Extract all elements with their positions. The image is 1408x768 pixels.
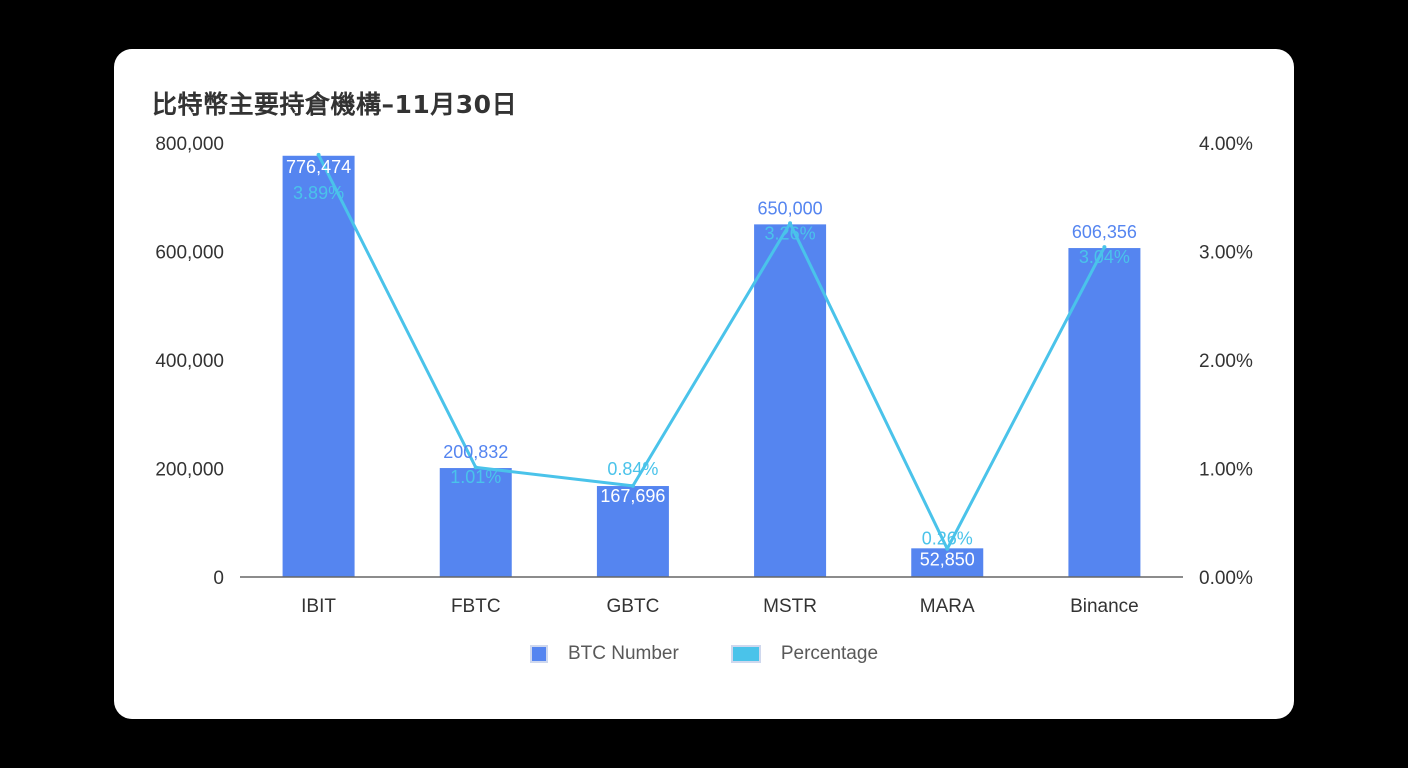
line-point xyxy=(473,465,478,470)
line-series-percentage xyxy=(317,154,1106,551)
y-right-tick-label: 2.00% xyxy=(1199,351,1253,372)
y-left-tick-label: 0 xyxy=(213,568,224,589)
bar-value-label: 650,000 xyxy=(758,198,823,218)
x-tick-label: GBTC xyxy=(607,596,660,617)
bar-value-label: 776,474 xyxy=(286,157,351,177)
line-value-label: 3.04% xyxy=(1079,247,1130,267)
bar-mstr xyxy=(754,224,827,577)
y-left-tick-label: 400,000 xyxy=(155,351,224,372)
line-value-label: 1.01% xyxy=(450,467,501,487)
x-tick-label: MARA xyxy=(920,596,975,617)
bar-mara xyxy=(911,548,984,577)
y-left-tick-label: 600,000 xyxy=(155,243,224,264)
y-right-tick-label: 0.00% xyxy=(1199,568,1253,589)
line-value-label: 3.89% xyxy=(293,183,344,203)
x-tick-label: IBIT xyxy=(301,596,336,617)
chart-legend: BTC Number Percentage xyxy=(114,643,1294,665)
line-point xyxy=(1102,245,1107,250)
chart-title: 比特幣主要持倉機構–11月30日 xyxy=(152,90,518,119)
bar-value-label: 200,832 xyxy=(443,442,508,462)
line-value-label: 0.84% xyxy=(607,459,658,479)
line-point xyxy=(630,483,635,488)
y-right-tick-label: 3.00% xyxy=(1199,243,1253,264)
legend-swatch-line xyxy=(730,645,761,663)
bar-fbtc xyxy=(439,468,512,577)
legend-item-line-series[interactable]: Percentage xyxy=(730,643,879,665)
y-left-tick-label: 200,000 xyxy=(155,460,224,481)
bar-value-label: 606,356 xyxy=(1072,222,1137,242)
legend-label-bar-series: BTC Number xyxy=(567,643,679,664)
y-right-tick-label: 1.00% xyxy=(1199,460,1253,481)
bar-gbtc xyxy=(596,486,669,577)
bar-value-label: 52,850 xyxy=(920,549,975,569)
x-tick-label: FBTC xyxy=(451,596,501,617)
y-left-tick-label: 800,000 xyxy=(155,134,224,155)
y-right-tick-label: 4.00% xyxy=(1199,134,1253,155)
line-point xyxy=(316,152,321,157)
bar-value-label: 167,696 xyxy=(600,486,665,506)
legend-label-line-series: Percentage xyxy=(780,643,879,664)
x-tick-label: Binance xyxy=(1070,596,1139,617)
line-value-label: 3.26% xyxy=(765,223,816,243)
legend-swatch-bar xyxy=(529,645,548,663)
bar-ibit xyxy=(282,155,355,577)
line-point xyxy=(945,546,950,551)
line-point xyxy=(788,221,793,226)
legend-item-bar-series[interactable]: BTC Number xyxy=(529,643,679,665)
chart-plot-area: 0 200,000 400,000 600,000 800,000 0.00% 1.00% 2… xyxy=(155,134,1253,617)
x-tick-label: MSTR xyxy=(763,596,817,617)
line-value-label: 0.26% xyxy=(922,528,973,548)
bar-binance xyxy=(1068,248,1141,577)
chart-card: 比特幣主要持倉機構–11月30日 0 200,000 400,000 600,000 8… xyxy=(114,49,1294,719)
